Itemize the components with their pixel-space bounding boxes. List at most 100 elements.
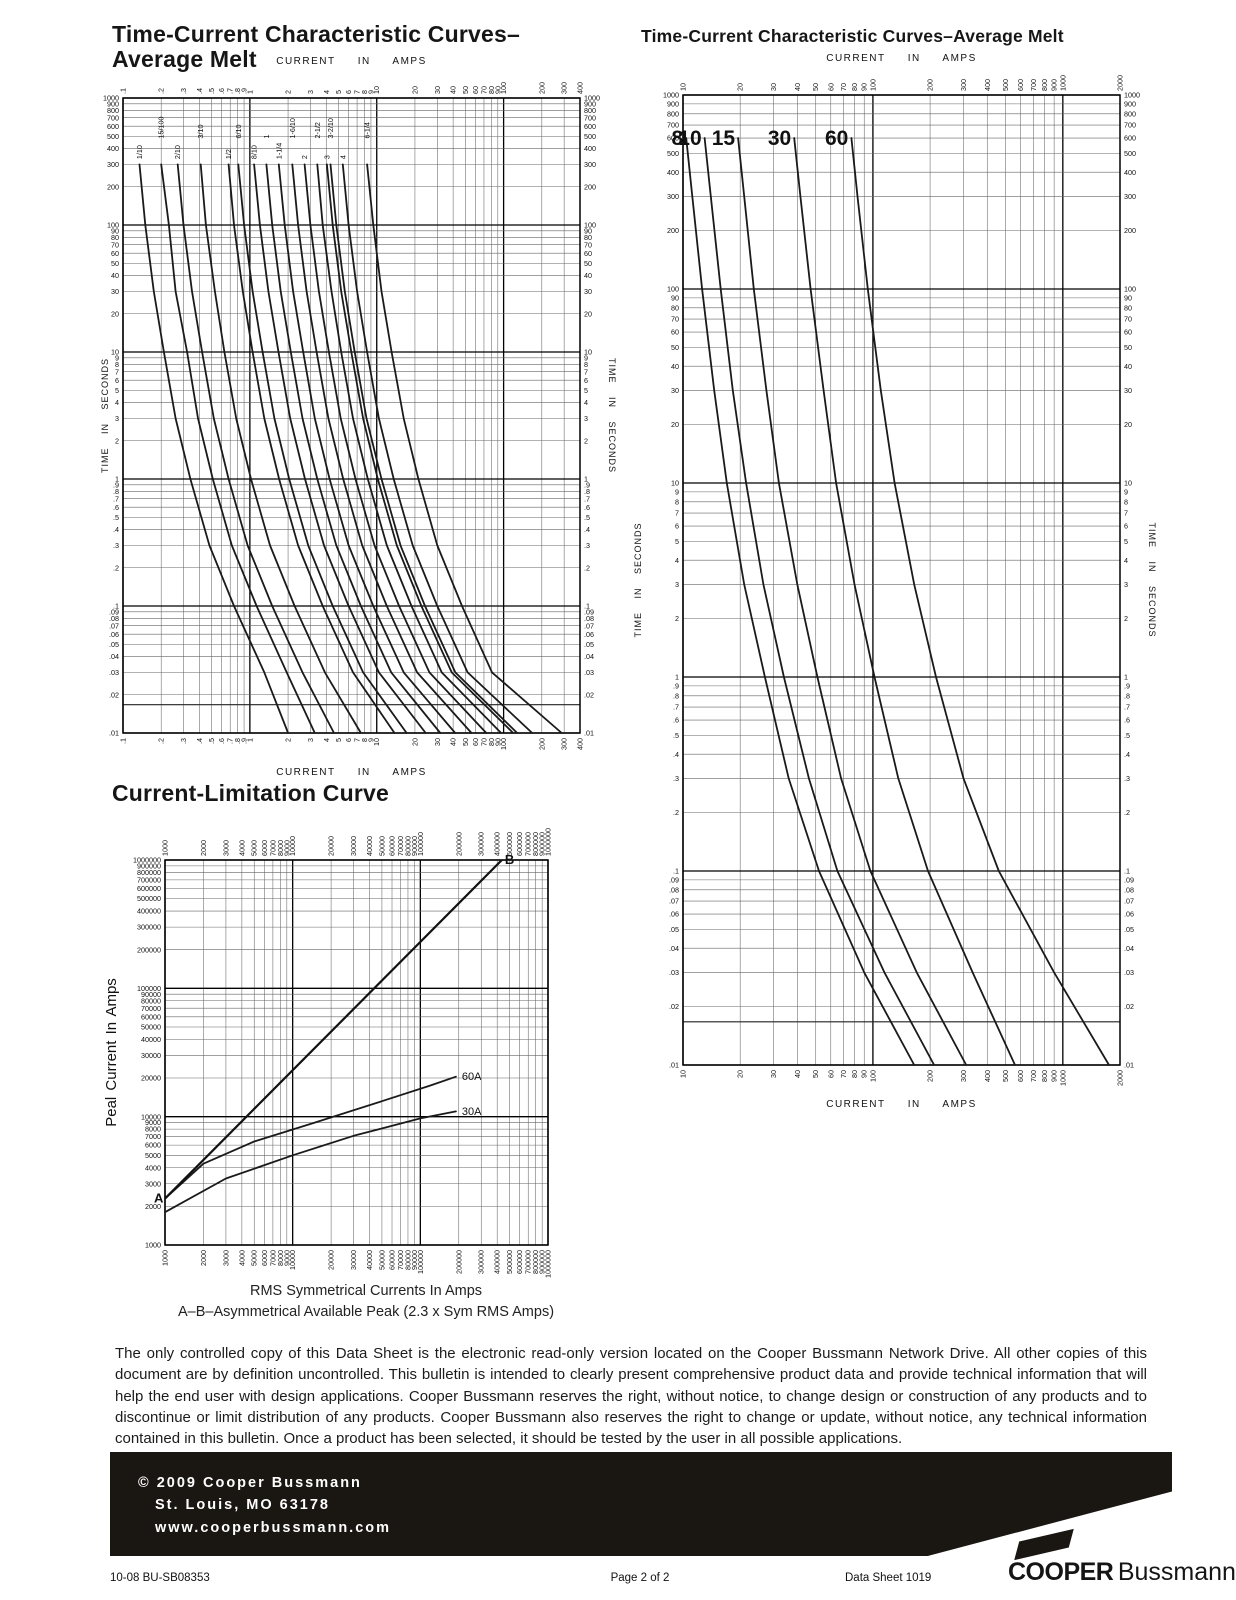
svg-text:1: 1 <box>115 475 119 484</box>
svg-text:400: 400 <box>1124 168 1136 177</box>
svg-text:200000: 200000 <box>454 1250 463 1274</box>
svg-text:30: 30 <box>769 1070 778 1078</box>
svg-text:.04: .04 <box>1124 944 1134 953</box>
svg-text:700: 700 <box>107 113 119 122</box>
svg-text:CURRENT IN AMPS: CURRENT IN AMPS <box>826 53 977 64</box>
svg-text:90000: 90000 <box>410 836 419 856</box>
svg-text:1000: 1000 <box>1058 1070 1067 1086</box>
svg-text:2000: 2000 <box>1116 75 1125 91</box>
svg-text:40: 40 <box>793 1070 802 1078</box>
svg-text:3000: 3000 <box>221 840 230 856</box>
svg-text:.3: .3 <box>113 541 119 550</box>
svg-text:30: 30 <box>1124 386 1132 395</box>
svg-text:10: 10 <box>678 127 701 150</box>
svg-text:900000: 900000 <box>538 832 547 856</box>
svg-text:60: 60 <box>1124 328 1132 337</box>
svg-text:.01: .01 <box>584 729 594 738</box>
svg-text:.04: .04 <box>109 652 119 661</box>
svg-text:.1: .1 <box>584 602 590 611</box>
svg-text:1/2: 1/2 <box>224 149 233 159</box>
svg-text:7: 7 <box>675 509 679 518</box>
svg-text:3: 3 <box>1124 580 1128 589</box>
svg-text:40: 40 <box>584 271 592 280</box>
svg-text:.8: .8 <box>584 487 590 496</box>
svg-text:800000: 800000 <box>531 1250 540 1274</box>
svg-text:.8: .8 <box>1124 691 1130 700</box>
svg-text:20: 20 <box>736 1070 745 1078</box>
svg-text:8/10: 8/10 <box>250 145 259 159</box>
svg-text:100: 100 <box>584 221 596 230</box>
svg-text:10000: 10000 <box>288 836 297 856</box>
svg-text:.6: .6 <box>1124 716 1130 725</box>
svg-text:.9: .9 <box>240 88 249 94</box>
svg-text:.04: .04 <box>584 652 594 661</box>
svg-text:1-6/10: 1-6/10 <box>288 118 297 138</box>
svg-text:600000: 600000 <box>137 884 161 893</box>
svg-text:3: 3 <box>322 155 331 159</box>
svg-text:100: 100 <box>868 79 877 91</box>
svg-text:.05: .05 <box>669 925 679 934</box>
svg-text:200: 200 <box>926 79 935 91</box>
svg-text:500: 500 <box>1001 1070 1010 1082</box>
svg-text:5: 5 <box>584 386 588 395</box>
svg-text:2: 2 <box>300 155 309 159</box>
svg-text:.01: .01 <box>109 729 119 738</box>
svg-text:100: 100 <box>667 285 679 294</box>
svg-text:6000: 6000 <box>260 840 269 856</box>
svg-text:.4: .4 <box>1124 750 1130 759</box>
svg-text:600: 600 <box>1016 1070 1025 1082</box>
svg-text:700000: 700000 <box>524 832 533 856</box>
svg-text:200: 200 <box>537 82 546 94</box>
svg-text:2000: 2000 <box>199 1250 208 1266</box>
svg-text:30A: 30A <box>462 1106 482 1118</box>
svg-text:.07: .07 <box>669 897 679 906</box>
svg-text:800: 800 <box>107 106 119 115</box>
left-chart-title: Time-Current Characteristic Curves–Avera… <box>112 21 520 72</box>
svg-text:100000: 100000 <box>137 984 161 993</box>
svg-text:700: 700 <box>1029 79 1038 91</box>
svg-text:.2: .2 <box>673 808 679 817</box>
svg-text:8: 8 <box>675 497 679 506</box>
svg-text:900: 900 <box>1050 1070 1059 1082</box>
svg-text:40000: 40000 <box>141 1035 161 1044</box>
svg-text:50: 50 <box>461 86 470 94</box>
right-chart-title: Time-Current Characteristic Curves–Avera… <box>641 26 1064 46</box>
svg-text:20: 20 <box>584 309 592 318</box>
svg-text:.3: .3 <box>584 541 590 550</box>
svg-text:.8: .8 <box>113 487 119 496</box>
svg-text:.08: .08 <box>109 614 119 623</box>
brand-cooper: COOPER <box>1008 1558 1114 1586</box>
svg-text:70: 70 <box>584 240 592 249</box>
svg-text:900000: 900000 <box>137 861 161 870</box>
svg-text:.1: .1 <box>119 738 128 744</box>
svg-text:70: 70 <box>111 240 119 249</box>
svg-text:300: 300 <box>667 192 679 201</box>
svg-text:700: 700 <box>1124 121 1136 130</box>
svg-text:9: 9 <box>675 487 679 496</box>
svg-text:1: 1 <box>245 90 254 94</box>
svg-text:500000: 500000 <box>137 894 161 903</box>
svg-text:7000: 7000 <box>268 840 277 856</box>
svg-text:8000: 8000 <box>145 1125 161 1134</box>
svg-text:300: 300 <box>584 160 596 169</box>
svg-text:.1: .1 <box>673 867 679 876</box>
svg-text:900: 900 <box>1050 79 1059 91</box>
svg-text:.4: .4 <box>195 88 204 94</box>
svg-text:15: 15 <box>712 127 736 150</box>
svg-text:5: 5 <box>334 90 343 94</box>
svg-text:30: 30 <box>768 127 791 150</box>
svg-text:2000: 2000 <box>199 840 208 856</box>
svg-text:300: 300 <box>959 79 968 91</box>
svg-text:1000000: 1000000 <box>544 828 553 856</box>
svg-text:30000: 30000 <box>349 1250 358 1270</box>
svg-text:.4: .4 <box>195 738 204 744</box>
svg-text:4: 4 <box>1124 556 1128 565</box>
svg-text:.09: .09 <box>109 607 119 616</box>
svg-text:9: 9 <box>366 738 375 742</box>
copyright-block: © 2009 Cooper Bussmann St. Louis, MO 631… <box>138 1472 391 1539</box>
svg-text:3: 3 <box>675 580 679 589</box>
svg-text:10: 10 <box>1124 479 1132 488</box>
svg-text:90000: 90000 <box>410 1250 419 1270</box>
svg-text:5: 5 <box>1124 537 1128 546</box>
svg-text:400000: 400000 <box>493 1250 502 1274</box>
